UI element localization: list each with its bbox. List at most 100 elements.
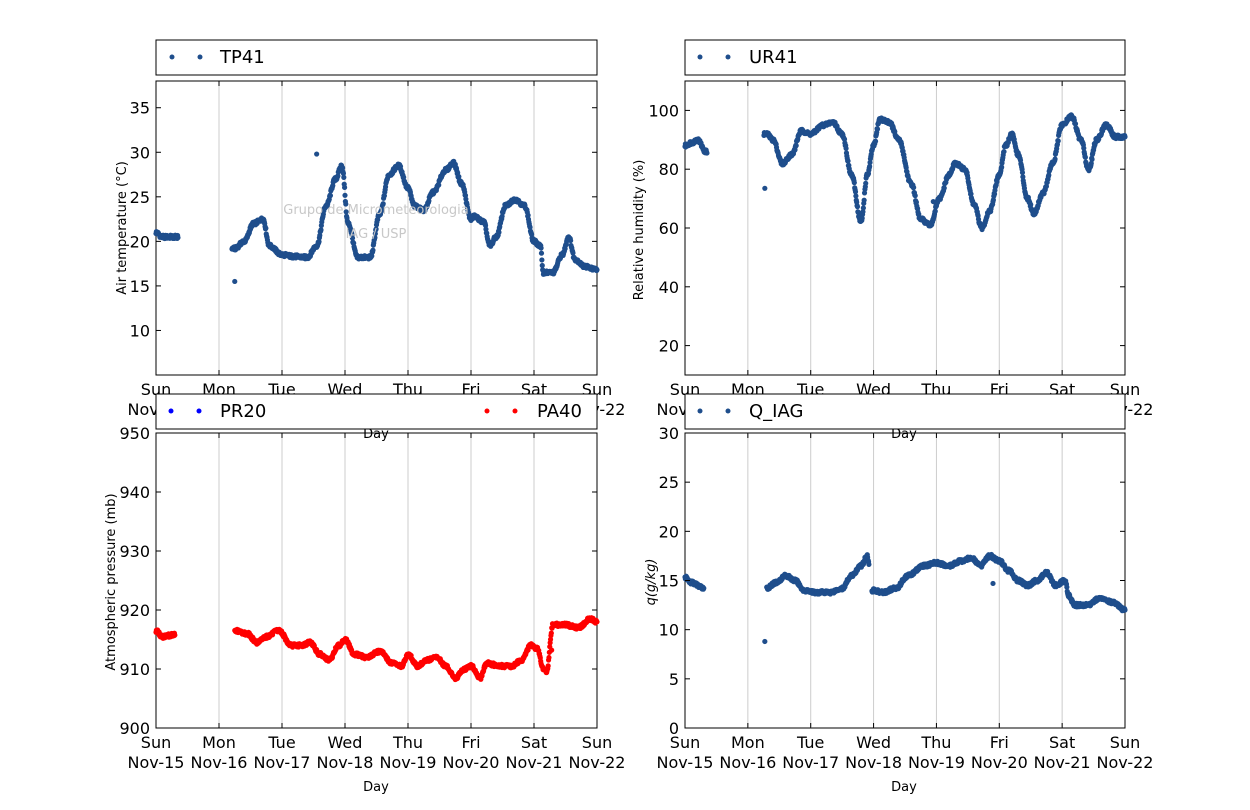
x-tick-label-day: Sun (670, 733, 700, 752)
data-point (340, 165, 346, 171)
data-point (843, 145, 849, 152)
data-point (860, 205, 866, 211)
legend-label-pr20: PR20 (220, 401, 266, 422)
legend-label-pa40: PA40 (537, 401, 582, 422)
data-point (872, 138, 879, 144)
plot-area-humidity (684, 80, 1126, 376)
data-point-outlier (232, 278, 238, 285)
grid-temperature (218, 81, 535, 375)
y-tick-label: 15 (130, 277, 150, 296)
data-point (538, 250, 545, 256)
x-tick-label-date: Nov-15 (657, 753, 714, 772)
data-point (343, 201, 349, 207)
x-tick-label-date: Nov-20 (971, 753, 1028, 772)
data-point (912, 193, 918, 199)
data-point (841, 136, 848, 142)
data-point (1046, 172, 1052, 178)
data-point (342, 192, 348, 198)
y-ticks-humidity: 20 40 60 80 100 (648, 101, 1125, 356)
y-tick-label: 920 (119, 601, 150, 620)
series-tp41 (153, 151, 600, 285)
data-point-outlier (762, 638, 768, 645)
legend-marker-pr20-b (196, 408, 202, 414)
data-point (911, 184, 917, 191)
data-point (863, 180, 869, 186)
data-point (172, 632, 178, 638)
y-tick-label: 25 (130, 188, 150, 207)
data-point (547, 636, 554, 643)
grid-pressure (218, 433, 535, 728)
x-tick-label-date: Nov-19 (380, 753, 437, 772)
data-point (568, 237, 574, 244)
y-tick-label: 30 (130, 143, 150, 162)
legend-marker-tp41-a (169, 54, 175, 60)
x-tick-label-day: Tue (796, 733, 824, 752)
data-point (343, 209, 349, 215)
watermark-line1: Grupo de Micrometeorologia (283, 203, 469, 218)
x-axis-label-temperature: Day (363, 427, 389, 442)
legend-specific-humidity: Q_IAG (684, 393, 1126, 430)
y-tick-label: 100 (648, 101, 679, 120)
legend-marker-ur41-b (725, 54, 731, 60)
legend-pressure: PR20 PA40 (155, 393, 598, 430)
plot-area-pressure (155, 432, 598, 729)
x-tick-label-date: Nov-20 (443, 753, 500, 772)
data-point (342, 184, 348, 191)
data-point (594, 267, 600, 273)
series-pa40 (153, 615, 600, 683)
legend-marker-pa40-a (484, 408, 490, 414)
x-tick-label-date: Nov-16 (191, 753, 248, 772)
data-point (1072, 121, 1079, 127)
data-point (1082, 154, 1088, 160)
y-tick-label: 10 (659, 621, 679, 640)
data-point (1088, 160, 1094, 166)
x-tick-label-day: Wed (856, 733, 891, 752)
y-ticks-temperature: 10 15 20 25 30 35 (130, 99, 597, 340)
legend-marker-pr20-a (168, 408, 174, 414)
data-point (999, 164, 1005, 170)
data-point (372, 234, 378, 241)
x-tick-label-day: Mon (202, 733, 236, 752)
data-point (853, 193, 859, 199)
data-point (496, 229, 502, 235)
y-axis-label-pressure: Atmospheric pressure (mb) (104, 493, 119, 670)
data-point (340, 170, 347, 177)
data-point (373, 226, 379, 232)
y-tick-label: 25 (659, 473, 679, 492)
data-point (867, 163, 873, 169)
y-tick-label: 20 (130, 232, 150, 251)
legend-box-temperature (155, 39, 598, 76)
data-point (594, 619, 600, 625)
data-point (1064, 584, 1070, 590)
x-tick-label-day: Fri (990, 733, 1009, 752)
y-axis-label-temperature: Air temperature (°C) (115, 161, 130, 295)
y-tick-label: 940 (119, 483, 150, 502)
y-tick-label: 900 (119, 719, 150, 738)
legend-label-ur41: UR41 (749, 47, 798, 68)
y-tick-label: 20 (659, 337, 679, 356)
x-tick-label-date: Nov-22 (569, 753, 626, 772)
data-point (175, 235, 181, 241)
y-axis-label-specific-humidity: q(g/kg) (644, 559, 659, 606)
y-ticks-pressure: 900 910 920 930 940 950 (119, 424, 597, 738)
legend-marker-q-iag-b (725, 408, 731, 414)
y-tick-label: 35 (130, 99, 150, 118)
x-tick-label-day: Thu (920, 733, 951, 752)
y-tick-label: 5 (669, 670, 679, 689)
x-tick-label-day: Sun (141, 733, 171, 752)
x-tick-label-date: Nov-18 (317, 753, 374, 772)
data-point-outlier (314, 151, 320, 157)
y-tick-label: 30 (659, 424, 679, 443)
data-point (845, 158, 851, 164)
data-point (704, 150, 710, 156)
legend-label-q-iag: Q_IAG (749, 401, 803, 422)
data-point (701, 585, 707, 591)
y-axis-label-humidity: Relative humidity (%) (632, 160, 647, 301)
data-point (1081, 145, 1087, 151)
legend-label-tp41: TP41 (219, 47, 265, 68)
legend-marker-pa40-b (512, 408, 518, 414)
x-tick-label-date: Nov-21 (506, 753, 563, 772)
